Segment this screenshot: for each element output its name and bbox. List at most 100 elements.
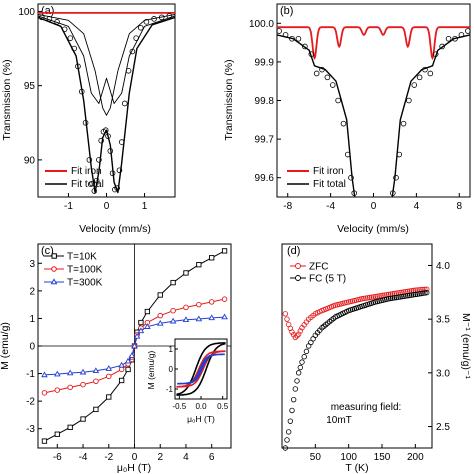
data-point: [329, 82, 336, 88]
series-line-fit-total: [277, 34, 470, 197]
data-point: [67, 35, 74, 41]
data-point: [295, 35, 302, 42]
y-tick-label: 2: [29, 286, 35, 297]
data-point: [411, 82, 418, 88]
data-point: [406, 97, 412, 104]
inset-x-tick-label: 0.0: [195, 402, 207, 411]
data-point: [41, 390, 48, 396]
panel-c-inset: -0.5 0.0 0.5 -1 0 1 μ₀H (T) M (emu/g): [146, 338, 229, 424]
data-point: [118, 366, 125, 373]
x-tick-label: -4: [326, 201, 335, 212]
data-point: [221, 248, 228, 254]
data-point: [393, 294, 399, 301]
data-point: [285, 429, 292, 435]
y-tick-label: 1: [29, 314, 35, 325]
data-point: [465, 28, 471, 34]
data-point: [91, 188, 98, 194]
legend-label: T=300K: [67, 278, 103, 289]
data-point: [303, 348, 310, 355]
panel-a-label: (a): [41, 5, 54, 17]
panel-b-label: (b): [280, 5, 293, 17]
data-point: [351, 190, 358, 196]
data-point: [131, 342, 138, 349]
data-point: [458, 32, 465, 38]
data-point: [196, 301, 202, 308]
data-point: [292, 386, 299, 392]
data-point: [295, 331, 302, 337]
y-tick-label: 99.9: [255, 57, 275, 68]
x-tick-label: 1: [142, 201, 148, 212]
data-point: [302, 43, 308, 50]
data-point: [324, 74, 331, 81]
data-point: [89, 180, 95, 187]
data-point: [363, 295, 369, 301]
data-point: [385, 296, 392, 302]
panel-a-ylabel: Transmission (%): [1, 59, 13, 140]
data-point: [391, 295, 398, 301]
data-point: [282, 445, 289, 451]
x-tick-label: -6: [53, 452, 62, 463]
panel-c-ylabel: M (emu/g): [0, 322, 11, 370]
inset-x-tick-label: 0.5: [217, 402, 229, 411]
data-point: [109, 170, 116, 177]
data-point: [54, 370, 61, 377]
data-point: [157, 312, 163, 319]
data-point: [376, 293, 382, 299]
data-point: [157, 292, 163, 298]
legend-label: T=10K: [67, 252, 97, 263]
inset-loop-t=300k: [177, 353, 225, 385]
data-point: [61, 26, 68, 33]
data-point: [439, 43, 445, 50]
data-point: [133, 332, 141, 339]
panel-c-xlabel: μ₀H (T): [117, 462, 151, 474]
data-point: [54, 431, 60, 437]
data-point: [118, 361, 125, 368]
data-point: [408, 292, 415, 298]
data-point: [418, 290, 424, 297]
data-point: [420, 290, 426, 296]
data-point: [221, 296, 228, 302]
data-point: [400, 120, 407, 127]
data-point: [403, 293, 409, 299]
data-point: [78, 88, 85, 95]
data-point: [67, 424, 73, 430]
data-point: [41, 371, 48, 378]
x-tick-label: -1: [64, 201, 73, 212]
data-point: [116, 167, 123, 174]
data-point: [98, 137, 104, 144]
data-point: [183, 304, 189, 311]
data-point: [80, 416, 86, 422]
data-point: [86, 157, 93, 163]
data-point: [125, 68, 132, 74]
data-point: [289, 35, 295, 42]
data-point: [54, 387, 61, 393]
data-point: [372, 293, 379, 300]
data-point: [289, 407, 295, 414]
inset-y-tick-label: -1: [166, 385, 174, 394]
panel-b-legend: Fit iron Fit total: [287, 166, 346, 190]
data-point: [344, 151, 351, 158]
legend-marker: [50, 278, 58, 285]
panel-b-frame: [276, 3, 471, 198]
data-point: [290, 332, 297, 338]
data-point: [118, 377, 125, 384]
data-point: [359, 296, 365, 302]
data-point: [405, 292, 411, 299]
panel-a-xlabel: Velocity (mm/s): [79, 223, 151, 235]
data-point: [106, 373, 112, 380]
y-tick-label: 100: [18, 7, 35, 18]
data-point: [102, 127, 109, 133]
data-point: [114, 185, 120, 191]
data-point: [287, 418, 294, 424]
data-point: [396, 151, 403, 158]
data-point: [395, 294, 401, 300]
y-tick-label: -3: [26, 424, 35, 435]
data-point: [387, 295, 394, 302]
legend-marker: [51, 253, 57, 259]
data-point: [138, 319, 144, 326]
x-tick-label: 0: [371, 201, 377, 212]
inset-loop-t=10k: [176, 342, 226, 396]
y-tick-label: 90: [24, 155, 36, 166]
